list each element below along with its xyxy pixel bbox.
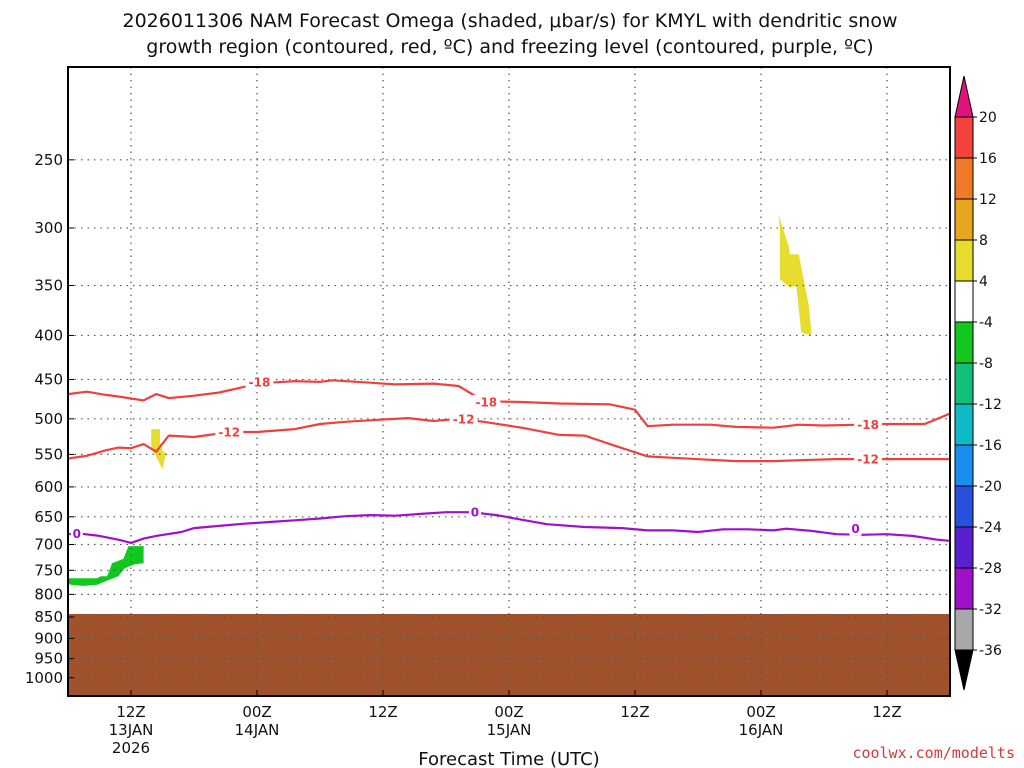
- colorbar-tick-label-8: -12: [979, 397, 1002, 413]
- x-tick-label-6-1: 12Z: [872, 703, 901, 721]
- contour-label-bg-2-2: [449, 411, 478, 426]
- y-tick-label-550: 550: [34, 445, 63, 463]
- plot-background: [68, 67, 950, 696]
- y-axis: 250 300 350 400 450 500 550 600 650 700 750 800 850 9…: [25, 151, 74, 687]
- contour-label-bg-3-3: [849, 521, 862, 536]
- colorbar-tick-label-11: -24: [979, 520, 1002, 536]
- x-tick-label-5-1: 00Z: [746, 703, 775, 721]
- colorbar: 20 16 12 8 4 -4 -8 -12 -16 -20 -24 -28 -32 -36: [954, 75, 1002, 691]
- x-tick-label-1-2: 14JAN: [235, 721, 280, 739]
- contour-label-2-3: -12: [857, 453, 879, 467]
- colorbar-tick-label-7: -8: [979, 356, 993, 372]
- colorbar-tick-label-10: -20: [979, 479, 1002, 495]
- terrain-fill: [68, 613, 950, 696]
- colorbar-bin-11: [954, 526, 974, 569]
- contour-label-1-3: -18: [857, 418, 879, 432]
- x-tick-label-0-1: 12Z: [116, 703, 145, 721]
- contour-label-bg-2-3: [854, 452, 883, 467]
- y-tick-label-250: 250: [34, 151, 63, 169]
- colorbar-tick-label-9: -16: [979, 438, 1002, 454]
- x-tick-label-3-2: 15JAN: [487, 721, 532, 739]
- contour-label-bg-1-2: [472, 394, 501, 409]
- x-axis-label: Forecast Time (UTC): [418, 749, 599, 768]
- y-tick-label-450: 450: [34, 370, 63, 388]
- x-tick-label-3-1: 00Z: [494, 703, 523, 721]
- y-tick-label-1000: 1000: [25, 669, 63, 687]
- colorbar-bin-9: [954, 444, 974, 487]
- chart-title-line-2: growth region (contoured, red, ºC) and f…: [146, 36, 873, 58]
- terrain-layer: [68, 613, 950, 696]
- colorbar-tick-label-12: -28: [979, 561, 1002, 577]
- colorbar-bin-5: [954, 280, 974, 323]
- y-tick-label-350: 350: [34, 277, 63, 295]
- y-tick-label-650: 650: [34, 508, 63, 526]
- omega-shade-region-3: [68, 546, 144, 586]
- chart-title-line-1: 2026011306 NAM Forecast Omega (shaded, μ…: [122, 10, 897, 32]
- y-tick-label-800: 800: [34, 585, 63, 603]
- contour-label-1-1: -18: [249, 375, 271, 389]
- colorbar-bin-6: [954, 321, 974, 364]
- contour-line-2: [68, 417, 950, 463]
- colorbar-tick-label-2: 16: [979, 151, 997, 167]
- contour-label-bg-2-1: [215, 425, 244, 440]
- y-tick-label-300: 300: [34, 219, 63, 237]
- contour-label-2-1: -12: [218, 426, 240, 440]
- contour-label-2-2: -12: [453, 412, 475, 426]
- x-tick-label-0-2: 13JAN: [109, 721, 154, 739]
- colorbar-bin-4: [954, 239, 974, 282]
- colorbar-bin-10: [954, 485, 974, 528]
- colorbar-bin-3: [954, 198, 974, 241]
- gridlines: [68, 67, 950, 696]
- contour-line-1: [68, 379, 950, 429]
- colorbar-tick-label-6: -4: [979, 315, 993, 331]
- y-tick-label-700: 700: [34, 536, 63, 554]
- contour-label-3-2: 0: [471, 506, 479, 520]
- contour-label-1-2: -18: [475, 395, 497, 409]
- colorbar-tick-label-14: -36: [979, 643, 1002, 659]
- x-tick-label-4-1: 12Z: [620, 703, 649, 721]
- contour-label-bg-1-3: [854, 417, 883, 432]
- colorbar-bin-8: [954, 403, 974, 446]
- y-tick-label-950: 950: [34, 650, 63, 668]
- contour-label-3-1: 0: [73, 527, 81, 541]
- y-tick-label-400: 400: [34, 326, 63, 344]
- credit-text: coolwx.com/modelts: [852, 744, 1015, 762]
- colorbar-bin-2: [954, 157, 974, 200]
- colorbar-tick-label-5: 4: [979, 274, 988, 290]
- contour-label-bg-3-1: [70, 526, 83, 541]
- colorbar-tick-label-3: 12: [979, 192, 997, 208]
- colorbar-bin-13: [954, 608, 974, 651]
- colorbar-bin-12: [954, 567, 974, 610]
- y-tick-label-850: 850: [34, 608, 63, 626]
- contour-label-bg-1-1: [245, 374, 274, 389]
- contour-label-3-3: 0: [851, 522, 859, 536]
- y-tick-label-500: 500: [34, 410, 63, 428]
- colorbar-bin-7: [954, 362, 974, 405]
- x-tick-label-5-2: 16JAN: [739, 721, 784, 739]
- y-tick-label-600: 600: [34, 478, 63, 496]
- colorbar-tick-label-1: 20: [979, 110, 997, 126]
- omega-shade-region-1: [778, 215, 812, 336]
- x-tick-label-0-3: 2026: [112, 739, 150, 757]
- y-tick-label-750: 750: [34, 561, 63, 579]
- x-tick-label-2-1: 12Z: [368, 703, 397, 721]
- contour-label-bg-3-2: [468, 505, 481, 520]
- colorbar-bottom-arrow: [954, 649, 974, 691]
- colorbar-tick-label-13: -32: [979, 602, 1002, 618]
- colorbar-tick-label-4: 8: [979, 233, 988, 249]
- y-tick-label-900: 900: [34, 629, 63, 647]
- colorbar-top-arrow: [954, 75, 974, 118]
- x-tick-label-1-1: 00Z: [242, 703, 271, 721]
- colorbar-bin-1: [954, 116, 974, 159]
